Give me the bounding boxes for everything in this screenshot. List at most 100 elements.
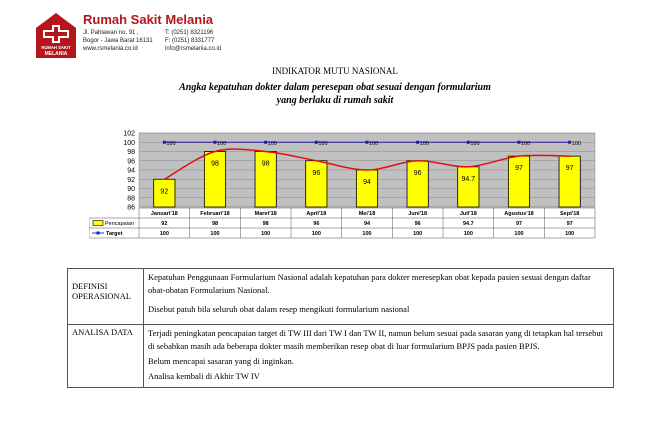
phone-number: T: (0251) 8321196 <box>165 30 214 36</box>
target-point <box>213 140 217 144</box>
bar-pencapaian <box>507 155 531 208</box>
target-data-label: 100 <box>217 141 226 147</box>
target-point <box>264 140 268 144</box>
target-point <box>466 140 470 144</box>
table-value-target: 100 <box>514 231 523 237</box>
chart-svg: 86 88 90 92 94 96 98 100 102 92 98 98 96 94 96 94.7 97 97… <box>88 131 596 239</box>
row-key-line1: DEFINISI <box>72 281 108 291</box>
legend-label-target: Target <box>106 231 123 237</box>
x-category-label: Sept'18 <box>560 211 579 217</box>
bar-pencapaian <box>355 169 379 208</box>
row-content: Kepatuhan Penggunaan Formularium Nasiona… <box>143 268 614 325</box>
table-value-target: 100 <box>312 231 321 237</box>
bar-data-label: 92 <box>160 188 168 195</box>
address-line2: Bogor - Jawa Barat 16131 <box>83 38 153 44</box>
table-value-pencapaian: 98 <box>263 221 269 227</box>
row-paragraph: Kepatuhan Penggunaan Formularium Nasiona… <box>148 272 591 295</box>
table-value-target: 100 <box>160 231 169 237</box>
bar-data-label: 94.7 <box>462 176 476 183</box>
bar-data-label: 98 <box>262 161 270 168</box>
table-value-target: 100 <box>210 231 219 237</box>
title-line2: yang berlaku di rumah sakit <box>276 95 394 106</box>
row-paragraph: Terjadi peningkatan pencapaian target di… <box>148 328 604 351</box>
x-category-label: Maret'18 <box>255 211 277 217</box>
row-content: Terjadi peningkatan pencapaian target di… <box>143 324 614 388</box>
target-data-label: 100 <box>166 141 175 147</box>
legend-label-pencapaian: Pencapaian <box>105 221 134 227</box>
target-point <box>517 140 521 144</box>
bar-data-label: 98 <box>211 161 219 168</box>
bar-data-label: 96 <box>414 170 422 177</box>
bar-pencapaian <box>558 155 581 208</box>
definition-row: ANALISA DATA Terjadi peningkatan pencapai… <box>67 324 614 388</box>
y-tick-label: 90 <box>127 186 135 193</box>
target-data-label: 100 <box>521 141 530 147</box>
y-tick-label: 98 <box>127 149 135 156</box>
definition-table: DEFINISI OPERASIONAL Kepatuhan Penggunaan … <box>67 268 614 388</box>
y-tick-label: 94 <box>127 168 135 175</box>
row-paragraph: Analisa kembali di Akhir TW IV <box>148 371 260 381</box>
bar-pencapaian <box>457 166 480 208</box>
compliance-chart: 86 88 90 92 94 96 98 100 102 92 98 98 96 94 96 94.7 97 97… <box>88 118 603 242</box>
table-value-pencapaian: 96 <box>415 221 421 227</box>
row-paragraph: Disebut patuh bila seluruh obat dalam re… <box>148 304 410 314</box>
email: info@rsmelania.co.id <box>165 46 222 52</box>
target-point <box>568 140 572 144</box>
table-value-target: 100 <box>413 231 422 237</box>
table-value-target: 100 <box>261 231 270 237</box>
table-value-pencapaian: 98 <box>212 221 218 227</box>
table-value-pencapaian: 94 <box>364 221 371 227</box>
x-category-label: Februari'18 <box>200 211 229 217</box>
target-data-label: 100 <box>369 141 378 147</box>
y-tick-label: 102 <box>123 131 135 138</box>
y-tick-label: 100 <box>123 140 135 147</box>
website: www.rsmelania.co.id <box>83 46 138 52</box>
target-point <box>314 140 318 144</box>
table-value-target: 100 <box>464 231 473 237</box>
row-paragraph: Belum mencapai sasaran yang di inginkan. <box>148 356 294 366</box>
table-value-target: 100 <box>362 231 371 237</box>
table-value-pencapaian: 97 <box>567 221 573 227</box>
x-category-label: April'18 <box>306 211 326 217</box>
row-key: ANALISA DATA <box>67 324 144 388</box>
legend-marker-target <box>96 231 100 235</box>
address-line1: Jl. Pahlawan no. 91 , <box>83 30 139 36</box>
table-value-pencapaian: 97 <box>516 221 522 227</box>
title-line1: Angka kepatuhan dokter dalam peresepan o… <box>179 82 491 93</box>
target-point <box>162 140 166 144</box>
x-category-label: Juni'18 <box>408 211 427 217</box>
table-value-target: 100 <box>565 231 574 237</box>
y-tick-label: 92 <box>127 177 135 184</box>
letterhead: RUMAH SAKIT MELANIA Rumah Sakit Melania … <box>35 12 335 62</box>
row-key-line1: ANALISA DATA <box>72 327 133 337</box>
table-value-pencapaian: 92 <box>161 221 167 227</box>
hospital-name: Rumah Sakit Melania <box>83 12 214 27</box>
x-category-label: Agustus'18 <box>504 211 533 217</box>
y-tick-label: 96 <box>127 158 135 165</box>
x-category-label: Mei'18 <box>359 211 376 217</box>
target-data-label: 100 <box>420 141 429 147</box>
trend-curve <box>163 148 570 180</box>
target-data-label: 100 <box>572 141 581 147</box>
bar-pencapaian <box>406 160 429 208</box>
target-data-label: 100 <box>268 141 277 147</box>
x-category-label: Januari'18 <box>151 211 178 217</box>
bar-data-label: 97 <box>515 165 523 172</box>
y-tick-label: 88 <box>127 195 135 202</box>
table-value-pencapaian: 94.7 <box>463 221 474 227</box>
target-data-label: 100 <box>318 141 327 147</box>
row-key: DEFINISI OPERASIONAL <box>67 268 144 325</box>
y-tick-label: 86 <box>127 205 135 212</box>
target-data-label: 100 <box>470 141 479 147</box>
legend-swatch-pencapaian <box>92 220 104 226</box>
x-category-label: Juli'18 <box>460 211 477 217</box>
target-point <box>416 140 420 144</box>
bar-data-label: 97 <box>566 165 574 172</box>
definition-row: DEFINISI OPERASIONAL Kepatuhan Penggunaan … <box>67 268 614 325</box>
indicator-heading: INDIKATOR MUTU NASIONAL <box>272 66 398 76</box>
target-point <box>365 140 369 144</box>
logo-text-bottom: MELANIA <box>45 51 68 57</box>
bar-data-label: 94 <box>363 179 371 186</box>
row-key-line2: OPERASIONAL <box>72 291 132 301</box>
bar-pencapaian <box>305 160 328 208</box>
